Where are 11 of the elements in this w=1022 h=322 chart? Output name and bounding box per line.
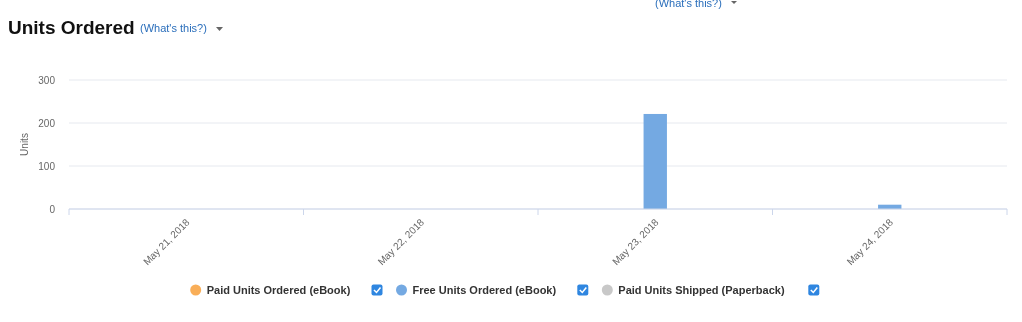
legend-label: Paid Units Ordered (eBook) [206, 283, 351, 296]
text: (What's this?) [655, 0, 722, 9]
y-tick-label: 0 [49, 203, 56, 215]
y-tick-label: 100 [38, 160, 56, 172]
text: (What's this?) [140, 22, 207, 34]
legend-label: Paid Units Shipped (Paperback) [618, 283, 785, 296]
y-tick-label: 300 [38, 74, 56, 86]
chart-title: Units Ordered [8, 17, 135, 38]
y-axis-title: Units [19, 133, 30, 156]
legend-label: Free Units Ordered (eBook) [412, 283, 557, 296]
y-tick-label: 200 [38, 117, 56, 129]
